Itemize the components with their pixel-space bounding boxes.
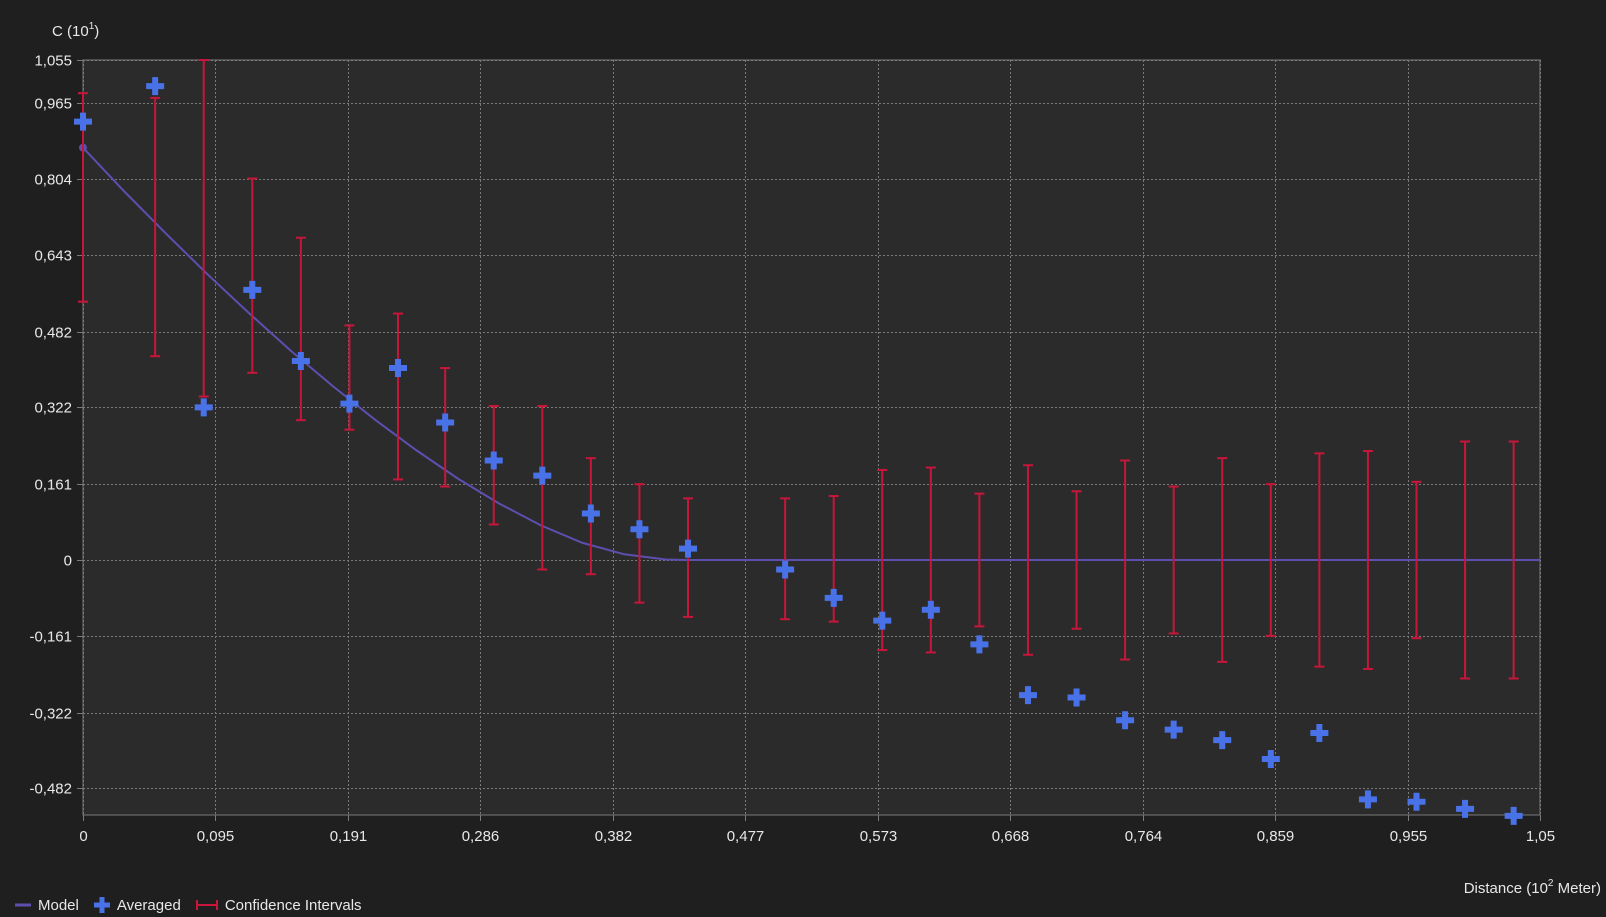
x-tick-label: 0 xyxy=(79,828,87,845)
y-tick-label: -0,482 xyxy=(29,781,72,798)
averaged-point xyxy=(970,635,989,654)
confidence-interval xyxy=(247,177,258,374)
y-tick-label: -0,322 xyxy=(29,706,72,723)
averaged-series xyxy=(74,77,1523,825)
averaged-point xyxy=(146,77,165,96)
averaged-point xyxy=(436,413,455,432)
legend: Model Averaged Confidence Intervals xyxy=(14,894,362,916)
y-axis-title: C (101) xyxy=(52,21,99,40)
averaged-point xyxy=(388,359,407,378)
y-tick-label: -0,161 xyxy=(29,629,72,646)
confidence-interval xyxy=(1411,480,1422,640)
confidence-interval xyxy=(1168,485,1179,635)
confidence-interval xyxy=(1460,440,1471,680)
x-tick-label: 0,859 xyxy=(1257,828,1295,845)
plus-icon xyxy=(93,897,110,913)
confidence-interval xyxy=(683,497,694,618)
x-tick-label: 0,668 xyxy=(992,828,1030,845)
confidence-interval xyxy=(150,96,161,358)
averaged-point xyxy=(1116,711,1135,730)
averaged-point xyxy=(1407,792,1426,811)
y-axis-ticks: 1,055 0,965 0,804 0,643 0,482 0,322 0,161 0 -0,1… xyxy=(29,53,83,798)
y-tick-label: 0,643 xyxy=(34,248,72,265)
x-tick-label: 0,573 xyxy=(860,828,898,845)
averaged-point xyxy=(824,588,843,607)
x-tick-label: 1,05 xyxy=(1526,828,1555,845)
x-tick-label: 0,286 xyxy=(462,828,500,845)
y-tick-label: 0,161 xyxy=(34,477,72,494)
legend-averaged-swatch xyxy=(93,897,110,913)
y-tick-label: 0,804 xyxy=(34,172,72,189)
averaged-point xyxy=(1261,750,1280,769)
averaged-point xyxy=(1213,731,1232,750)
confidence-interval xyxy=(634,483,645,604)
averaged-point xyxy=(630,520,649,539)
model-line xyxy=(82,147,1540,561)
averaged-point xyxy=(1358,790,1377,809)
x-axis-title: Distance (102 Meter) xyxy=(1464,878,1601,897)
averaged-point xyxy=(1164,720,1183,739)
confidence-interval xyxy=(1314,452,1325,668)
y-tick-label: 0,322 xyxy=(34,400,72,417)
legend-item-model[interactable]: Model xyxy=(14,897,79,914)
confidence-interval xyxy=(1265,483,1276,637)
averaged-point xyxy=(291,351,310,370)
averaged-point xyxy=(484,451,503,470)
x-tick-label: 0,477 xyxy=(727,828,765,845)
averaged-point xyxy=(1018,686,1037,705)
averaged-point xyxy=(1310,723,1329,742)
confidence-interval xyxy=(537,404,548,571)
x-axis-ticks: 0 0,095 0,191 0,286 0,382 0,477 0,573 0,668 0,76… xyxy=(79,815,1555,845)
confidence-interval xyxy=(974,492,985,628)
averaged-point xyxy=(1067,688,1086,707)
averaged-point xyxy=(1456,799,1475,818)
confidence-interval xyxy=(1217,457,1228,663)
confidence-interval xyxy=(780,497,791,621)
grid xyxy=(83,60,1541,815)
averaged-point xyxy=(340,394,359,413)
legend-label-confidence-intervals: Confidence Intervals xyxy=(224,896,362,914)
x-tick-label: 0,382 xyxy=(595,828,633,845)
legend-label-averaged: Averaged xyxy=(116,896,181,914)
legend-item-confidence-intervals[interactable]: Confidence Intervals xyxy=(195,897,362,914)
confidence-intervals-series xyxy=(78,59,1519,680)
model-line-icon xyxy=(15,903,31,907)
x-tick-label: 0,764 xyxy=(1125,828,1163,845)
confidence-interval xyxy=(1362,449,1373,671)
error-bar-icon xyxy=(195,900,218,910)
legend-label-model: Model xyxy=(38,896,79,914)
averaged-point xyxy=(679,539,698,558)
legend-ci-swatch xyxy=(195,900,218,910)
confidence-interval xyxy=(198,59,209,398)
x-tick-label: 0,095 xyxy=(197,828,235,845)
averaged-point xyxy=(194,398,213,417)
x-tick-label: 0,955 xyxy=(1390,828,1428,845)
confidence-interval xyxy=(1120,459,1131,661)
confidence-interval xyxy=(925,466,936,654)
averaged-point xyxy=(1504,806,1523,825)
y-tick-label: 0,482 xyxy=(34,325,72,342)
averaged-point xyxy=(873,611,892,630)
y-tick-label: 0,965 xyxy=(34,96,72,113)
averaged-point xyxy=(581,504,600,523)
averaged-point xyxy=(921,600,940,619)
confidence-interval xyxy=(295,236,306,422)
averaged-point xyxy=(243,280,262,299)
confidence-interval xyxy=(1508,440,1519,680)
confidence-interval xyxy=(1071,490,1082,630)
averaged-point xyxy=(74,112,92,131)
y-tick-label: 1,055 xyxy=(34,53,72,70)
averaged-point xyxy=(776,560,795,579)
confidence-interval xyxy=(392,312,403,481)
y-tick-label: 0 xyxy=(64,553,72,570)
averaged-point xyxy=(533,466,552,485)
plot-area xyxy=(82,59,1541,816)
x-tick-label: 0,191 xyxy=(330,828,368,845)
legend-item-averaged[interactable]: Averaged xyxy=(93,896,181,914)
confidence-interval xyxy=(1022,464,1033,656)
